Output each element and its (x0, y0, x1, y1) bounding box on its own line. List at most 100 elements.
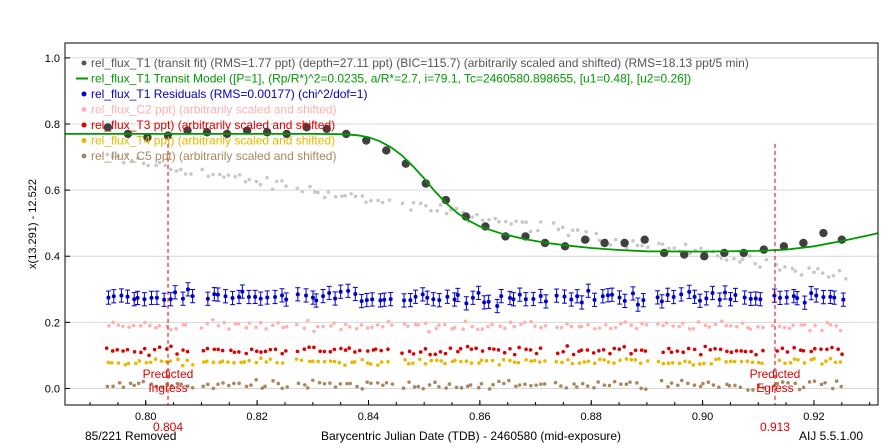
raw-point (529, 359, 533, 363)
residual-point (280, 293, 285, 298)
legend-entry: rel_flux_T1 Residuals (RMS=0.00177) (chi… (91, 87, 367, 101)
raw-point (554, 359, 559, 364)
raw-point (840, 352, 844, 357)
raw-point (664, 321, 669, 325)
raw-point (469, 361, 474, 365)
raw-point (115, 347, 120, 352)
residual-point (579, 300, 584, 305)
raw-point (681, 350, 686, 355)
raw-point (345, 381, 349, 386)
raw-point (326, 190, 331, 194)
raw-point (672, 246, 677, 250)
raw-point (174, 169, 179, 173)
residual-point (728, 297, 733, 302)
raw-point (585, 384, 590, 388)
raw-point (780, 380, 785, 384)
residual-point (476, 290, 481, 295)
raw-point (503, 219, 508, 224)
raw-point (543, 323, 548, 328)
raw-point (639, 386, 644, 391)
residual-point (455, 292, 460, 297)
residual-point (106, 295, 111, 300)
raw-point (496, 348, 501, 352)
raw-point (534, 383, 538, 387)
raw-point (597, 348, 601, 353)
raw-point (570, 361, 575, 366)
raw-point (780, 346, 785, 351)
raw-point (185, 358, 190, 363)
raw-point (592, 361, 597, 366)
raw-point (123, 362, 128, 367)
raw-point (163, 163, 168, 168)
residual-point (795, 296, 800, 301)
raw-point (179, 382, 183, 386)
raw-point (561, 350, 565, 354)
raw-point (692, 383, 697, 387)
raw-point (828, 356, 833, 361)
raw-point (707, 325, 712, 329)
raw-point (137, 359, 142, 363)
raw-point (470, 324, 475, 329)
raw-point (126, 361, 131, 366)
raw-point (106, 360, 111, 365)
raw-point (360, 194, 365, 198)
raw-point (797, 387, 802, 392)
raw-point (666, 361, 671, 366)
raw-point (569, 324, 574, 329)
raw-point (141, 161, 146, 166)
raw-point (477, 361, 481, 365)
raw-point (656, 359, 661, 364)
raw-point (308, 184, 312, 189)
raw-point (543, 359, 547, 363)
raw-point (111, 384, 115, 389)
raw-point (661, 361, 666, 366)
raw-point (333, 194, 338, 199)
raw-point (280, 351, 285, 356)
raw-point (216, 382, 220, 387)
raw-point (216, 323, 221, 328)
residual-point (723, 290, 728, 295)
raw-point (727, 384, 732, 388)
raw-point (834, 324, 839, 328)
raw-point (105, 384, 110, 389)
predicted-marker-label-line1: Predicted (750, 367, 801, 381)
raw-point (409, 208, 413, 212)
raw-point (635, 243, 640, 248)
binned-point (143, 133, 152, 142)
raw-point (823, 380, 827, 385)
raw-point (487, 387, 492, 391)
raw-point (270, 187, 275, 192)
raw-point (244, 325, 249, 330)
raw-point (474, 346, 478, 351)
raw-point (104, 346, 109, 350)
raw-point (734, 324, 739, 329)
residual-point (523, 297, 528, 302)
raw-point (594, 231, 599, 236)
raw-point (602, 383, 607, 387)
raw-point (717, 357, 721, 361)
raw-point (750, 360, 755, 365)
raw-point (667, 346, 671, 351)
raw-point (486, 324, 490, 329)
raw-point (770, 323, 775, 328)
residual-point (212, 292, 217, 297)
binned-point (461, 212, 471, 221)
raw-point (559, 325, 564, 330)
raw-point (813, 323, 817, 328)
raw-point (205, 382, 210, 387)
raw-point (592, 385, 596, 390)
raw-point (121, 324, 125, 328)
legend-entry: rel_flux_C5 ppt) (arbitrarily scaled and… (91, 149, 336, 163)
raw-point (777, 358, 782, 363)
raw-point (373, 347, 378, 351)
raw-point (760, 361, 764, 366)
raw-point (836, 347, 840, 352)
raw-point (305, 318, 310, 323)
raw-point (353, 194, 358, 199)
raw-point (418, 201, 423, 206)
residual-point (258, 296, 263, 301)
raw-point (312, 345, 316, 350)
residual-point (742, 295, 747, 300)
raw-point (808, 328, 812, 333)
raw-point (437, 323, 441, 328)
